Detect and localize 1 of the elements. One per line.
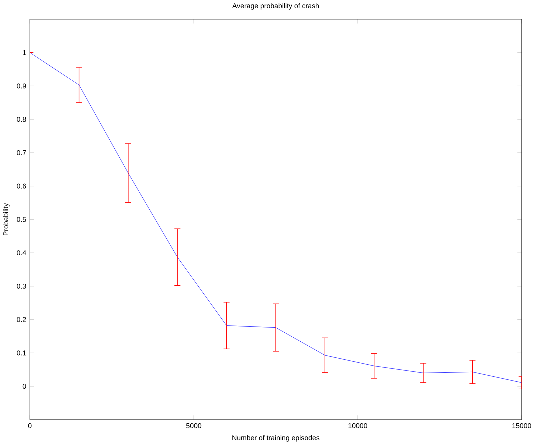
line-series [30, 52, 522, 383]
